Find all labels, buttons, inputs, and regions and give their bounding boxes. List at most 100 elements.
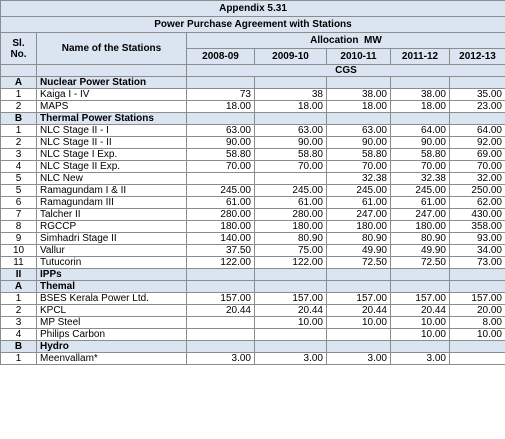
- allocation-cell: 90.00: [254, 136, 327, 149]
- station-name: Simhadri Stage II: [36, 232, 187, 245]
- data-row: 5 NLC New 32.38 32.38 32.00: [0, 172, 505, 185]
- allocation-cell: 180.00: [326, 220, 391, 233]
- allocation-cell: 73.00: [449, 256, 505, 269]
- allocation-cell: 3.00: [186, 352, 255, 365]
- allocation-cell: 69.00: [449, 148, 505, 161]
- allocation-cell: 64.00: [390, 124, 450, 137]
- sl-cell: 2: [0, 304, 37, 317]
- data-row: 7 Talcher II 280.00 280.00 247.00 247.00 430.0…: [0, 208, 505, 221]
- allocation-cell: 180.00: [390, 220, 450, 233]
- section-row: II IPPs: [0, 268, 505, 281]
- allocation-cell: 75.00: [254, 244, 327, 257]
- empty-cell: [186, 268, 255, 281]
- empty-cell: [326, 280, 391, 293]
- empty-cell: [186, 112, 255, 125]
- allocation-cell: 3.00: [390, 352, 450, 365]
- allocation-cell: 70.00: [449, 160, 505, 173]
- allocation-cell: 157.00: [254, 292, 327, 305]
- station-name: Tutucorin: [36, 256, 187, 269]
- allocation-cell: 32.38: [326, 172, 391, 185]
- empty-cell: [449, 76, 505, 89]
- data-row: 1 Kaiga I - IV 73 38 38.00 38.00 35.00: [0, 88, 505, 101]
- sl-cell: 4: [0, 328, 37, 341]
- allocation-cell: 49.90: [390, 244, 450, 257]
- allocation-cell: 70.00: [254, 160, 327, 173]
- empty-cell: [254, 280, 327, 293]
- allocation-table: Appendix 5.31 Power Purchase Agreement w…: [0, 0, 505, 365]
- sl-cell: 3: [0, 316, 37, 329]
- allocation-cell: 122.00: [254, 256, 327, 269]
- sl-cell: 2: [0, 136, 37, 149]
- data-row: 2 NLC Stage II - II 90.00 90.00 90.00 90.00 92…: [0, 136, 505, 149]
- allocation-cell: 430.00: [449, 208, 505, 221]
- allocation-cell: 10.00: [254, 316, 327, 329]
- allocation-cell: [254, 172, 327, 185]
- sl-cell: 1: [0, 88, 37, 101]
- allocation-cell: 32.38: [390, 172, 450, 185]
- sl-cell: 1: [0, 124, 37, 137]
- allocation-cell: 20.00: [449, 304, 505, 317]
- station-name: MP Steel: [36, 316, 187, 329]
- sl-cell: 1: [0, 292, 37, 305]
- allocation-cell: 247.00: [390, 208, 450, 221]
- data-row: 11 Tutucorin 122.00 122.00 72.50 72.50 73.00: [0, 256, 505, 269]
- section-row: B Hydro: [0, 340, 505, 353]
- data-row: 2 KPCL 20.44 20.44 20.44 20.44 20.00: [0, 304, 505, 317]
- allocation-cell: 80.90: [326, 232, 391, 245]
- allocation-cell: 10.00: [326, 316, 391, 329]
- data-row: 3 MP Steel 10.00 10.00 10.00 8.00: [0, 316, 505, 329]
- empty-cell: [449, 280, 505, 293]
- sl-cell: 9: [0, 232, 37, 245]
- allocation-cell: 18.00: [254, 100, 327, 113]
- allocation-cell: 180.00: [254, 220, 327, 233]
- allocation-cell: 157.00: [326, 292, 391, 305]
- allocation-cell: 245.00: [326, 184, 391, 197]
- data-row: 1 Meenvallam* 3.00 3.00 3.00 3.00: [0, 352, 505, 365]
- empty-cell: [186, 280, 255, 293]
- allocation-cell: 280.00: [254, 208, 327, 221]
- allocation-cell: 20.44: [390, 304, 450, 317]
- data-row: 1 NLC Stage II - I 63.00 63.00 63.00 64.00 64.…: [0, 124, 505, 137]
- section-row: CGS: [0, 64, 505, 77]
- allocation-cell: 62.00: [449, 196, 505, 209]
- section-row: B Thermal Power Stations: [0, 112, 505, 125]
- allocation-cell: [326, 328, 391, 341]
- allocation-cell: 122.00: [186, 256, 255, 269]
- allocation-cell: 20.44: [186, 304, 255, 317]
- data-row: 2 MAPS 18.00 18.00 18.00 18.00 23.00: [0, 100, 505, 113]
- empty-cell: [186, 76, 255, 89]
- allocation-cell: 61.00: [186, 196, 255, 209]
- name-header: Name of the Stations: [36, 32, 187, 65]
- allocation-cell: 70.00: [390, 160, 450, 173]
- data-row: 9 Simhadri Stage II 140.00 80.90 80.90 80.90 9…: [0, 232, 505, 245]
- allocation-cell: 63.00: [254, 124, 327, 137]
- section-name: IPPs: [36, 268, 187, 281]
- sl-cell: 6: [0, 196, 37, 209]
- section-name: Nuclear Power Station: [36, 76, 187, 89]
- section-name: Themal: [36, 280, 187, 293]
- allocation-cell: 34.00: [449, 244, 505, 257]
- empty-cell: [390, 280, 450, 293]
- section-name: Hydro: [36, 340, 187, 353]
- allocation-cell: 250.00: [449, 184, 505, 197]
- allocation-cell: 10.00: [449, 328, 505, 341]
- allocation-cell: 23.00: [449, 100, 505, 113]
- allocation-cell: 80.90: [254, 232, 327, 245]
- data-row: 1 BSES Kerala Power Ltd. 157.00 157.00 157.0…: [0, 292, 505, 305]
- empty-cell: [390, 268, 450, 281]
- allocation-cell: 3.00: [254, 352, 327, 365]
- allocation-cell: 90.00: [186, 136, 255, 149]
- year-header: 2010-11: [326, 48, 391, 65]
- allocation-cell: 35.00: [449, 88, 505, 101]
- allocation-cell: 10.00: [390, 328, 450, 341]
- allocation-cell: 70.00: [326, 160, 391, 173]
- empty-cell: [326, 340, 391, 353]
- sl-cell: 4: [0, 160, 37, 173]
- allocation-cell: 245.00: [390, 184, 450, 197]
- sl-cell: B: [0, 112, 37, 125]
- allocation-cell: 58.80: [186, 148, 255, 161]
- sl-cell: 5: [0, 172, 37, 185]
- empty-cell: [254, 76, 327, 89]
- allocation-cell: 140.00: [186, 232, 255, 245]
- allocation-cell: [186, 316, 255, 329]
